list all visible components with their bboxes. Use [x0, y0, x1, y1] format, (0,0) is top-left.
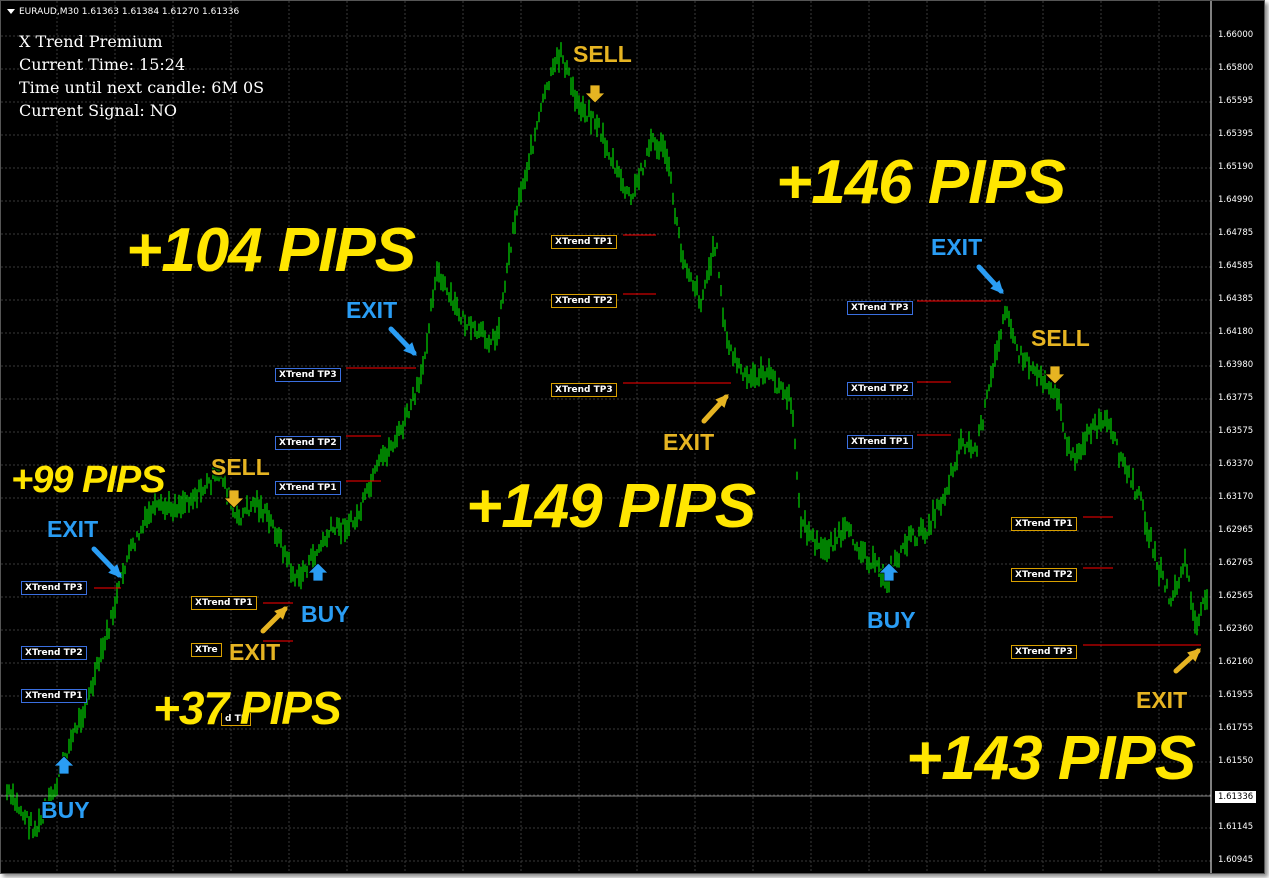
- tp3-label: XTrend TP3: [21, 581, 87, 595]
- sell-signal: SELL: [1031, 325, 1090, 351]
- current-price-tag: 1.61336: [1215, 791, 1257, 803]
- sell-arrow-icon: [1044, 365, 1066, 385]
- symbol-info: EURAUD,M30 1.61363 1.61384 1.61270 1.613…: [19, 7, 240, 17]
- current-time: Current Time: 15:24: [19, 55, 186, 74]
- tp2-label: XTrend TP2: [275, 436, 341, 450]
- price-label: 1.61550: [1218, 756, 1254, 766]
- price-label: 1.61955: [1218, 690, 1254, 700]
- sell-signal: SELL: [573, 41, 632, 67]
- exit-signal: EXIT: [663, 429, 715, 455]
- price-label: 1.63775: [1218, 393, 1254, 403]
- tp3-label: XTrend TP3: [551, 383, 617, 397]
- exit-arrowhead-icon: [108, 564, 122, 578]
- pips-143: +143 PIPS: [906, 724, 1196, 793]
- tp1-label: XTrend TP1: [191, 596, 257, 610]
- price-label: 1.62160: [1218, 657, 1254, 667]
- buy-signal: BUY: [41, 797, 90, 823]
- buy-signal: BUY: [867, 607, 916, 633]
- exit-signal: EXIT: [47, 516, 99, 542]
- price-label: 1.64385: [1218, 294, 1254, 304]
- sell-arrow-icon: [584, 84, 606, 104]
- buy-arrow-icon: [878, 562, 900, 582]
- price-label: 1.65190: [1218, 162, 1254, 172]
- price-label: 1.62965: [1218, 525, 1254, 535]
- exit-arrowhead-icon: [1187, 648, 1201, 662]
- price-label: 1.60945: [1218, 855, 1254, 865]
- price-label: 1.63370: [1218, 459, 1254, 469]
- exit-signal: EXIT: [229, 639, 281, 665]
- price-label: 1.63575: [1218, 426, 1254, 436]
- price-label: 1.62360: [1218, 624, 1254, 634]
- pips-37: +37 PIPS: [153, 682, 342, 734]
- exit-arrowhead-icon: [403, 342, 417, 356]
- tp2-label: XTrend TP2: [1011, 568, 1077, 582]
- price-label: 1.64785: [1218, 228, 1254, 238]
- tp1-label: XTrend TP1: [21, 689, 87, 703]
- current-signal: Current Signal: NO: [19, 101, 178, 120]
- buy-arrow-icon: [307, 562, 329, 582]
- chevron-down-icon[interactable]: [7, 9, 15, 14]
- tp3-label: XTrend TP3: [275, 368, 341, 382]
- tp2-label: XTrend TP2: [21, 646, 87, 660]
- tp2-label: XTrend TP2: [551, 294, 617, 308]
- price-label: 1.62565: [1218, 591, 1254, 601]
- pips-149: +149 PIPS: [466, 472, 756, 541]
- pips-99: +99 PIPS: [11, 459, 166, 501]
- time-until-next-candle: Time until next candle: 6M 0S: [19, 78, 265, 97]
- price-label: 1.63170: [1218, 492, 1254, 502]
- indicator-info-panel: X Trend Premium Current Time: 15:24 Time…: [19, 30, 264, 122]
- symbol-row[interactable]: EURAUD,M30 1.61363 1.61384 1.61270 1.613…: [7, 7, 239, 17]
- chart-grid: [1, 1, 1211, 873]
- exit-arrowhead-icon: [274, 606, 288, 620]
- price-label: 1.65595: [1218, 96, 1254, 106]
- tp1-label: XTrend TP1: [551, 235, 617, 249]
- tp3-label: XTrend TP3: [847, 301, 913, 315]
- tp1-label: XTrend TP1: [1011, 517, 1077, 531]
- price-label: 1.61145: [1218, 822, 1254, 832]
- exit-arrowhead-icon: [990, 280, 1004, 294]
- pips-146: +146 PIPS: [776, 148, 1066, 217]
- tp1-label: XTrend TP1: [275, 481, 341, 495]
- price-label: 1.65395: [1218, 129, 1254, 139]
- price-label: 1.64990: [1218, 195, 1254, 205]
- buy-arrow-icon: [53, 755, 75, 775]
- sell-signal: SELL: [211, 454, 270, 480]
- exit-signal: EXIT: [346, 297, 398, 323]
- tp1-label: XTrend TP1: [847, 435, 913, 449]
- tp2-label: XTrend TP2: [847, 382, 913, 396]
- price-label: 1.63980: [1218, 360, 1254, 370]
- price-label: 1.64180: [1218, 327, 1254, 337]
- exit-arrowhead-icon: [715, 394, 729, 408]
- price-label: 1.61755: [1218, 723, 1254, 733]
- tp2-label-partial: XTre: [191, 643, 222, 657]
- sell-arrow-icon: [223, 489, 245, 509]
- price-label: 1.62765: [1218, 558, 1254, 568]
- indicator-name: X Trend Premium: [19, 32, 163, 51]
- tp3-label: XTrend TP3: [1011, 645, 1077, 659]
- exit-signal: EXIT: [1136, 687, 1188, 713]
- price-label: 1.65800: [1218, 63, 1254, 73]
- tp-label-fragment: d TP: [221, 713, 252, 726]
- price-label: 1.64585: [1218, 261, 1254, 271]
- pips-104: +104 PIPS: [126, 216, 416, 285]
- price-label: 1.66000: [1218, 30, 1254, 40]
- buy-signal: BUY: [301, 601, 350, 627]
- signal-arrows: [53, 84, 1201, 775]
- exit-signal: EXIT: [931, 234, 983, 260]
- tp-lines: [94, 234, 1201, 646]
